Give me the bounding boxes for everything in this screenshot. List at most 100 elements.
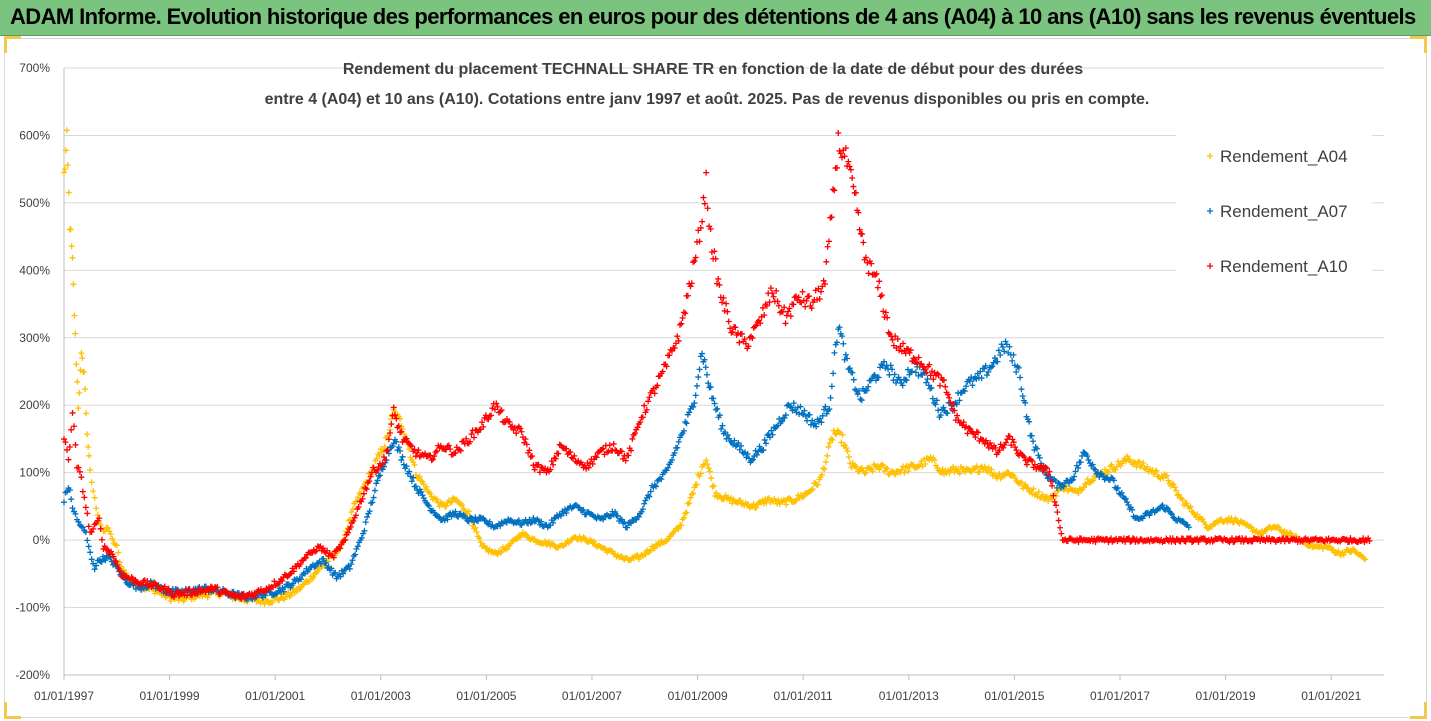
data-point-marker [727,495,734,502]
data-point-marker [403,435,410,442]
data-point-marker [646,394,653,401]
data-point-marker [1164,472,1170,479]
data-point-marker [849,174,856,181]
data-point-marker [850,376,857,383]
data-point-marker [580,534,587,541]
data-point-marker [892,471,899,478]
data-point-marker [786,403,793,410]
data-point-marker [1096,473,1103,480]
data-point-marker [1004,468,1011,475]
data-point-marker [1168,511,1175,518]
data-point-marker [282,584,289,591]
data-point-marker [269,599,276,606]
data-point-marker [1362,556,1369,563]
data-point-marker [498,407,505,414]
data-point-marker [702,364,709,371]
data-point-marker [1170,514,1177,521]
x-tick-label: 01/01/2017 [1090,689,1150,703]
data-point-marker [471,434,478,441]
data-point-marker [589,460,596,467]
data-point-marker [1209,538,1216,545]
data-point-marker [870,373,877,380]
data-point-marker [379,460,386,467]
data-point-marker [342,536,349,543]
data-point-marker [1009,436,1016,443]
data-point-marker [97,525,104,532]
data-point-marker [515,517,522,524]
data-point-marker [761,312,768,319]
data-point-marker [408,478,415,485]
data-point-marker [260,588,267,595]
data-point-marker [1030,485,1037,492]
data-point-marker [411,461,418,468]
data-point-marker [814,481,821,488]
data-point-marker [699,350,706,357]
data-point-marker [410,474,417,481]
data-point-marker [690,403,697,410]
data-point-marker [332,569,339,576]
data-point-marker [828,435,835,442]
data-point-marker [1207,153,1213,159]
data-point-marker [518,428,525,435]
data-point-marker [819,412,826,419]
data-point-marker [1187,503,1194,510]
data-point-marker [66,443,73,450]
data-point-marker [666,352,673,359]
data-point-marker [690,490,697,497]
data-point-marker [1022,399,1029,406]
data-point-marker [457,447,464,454]
data-point-marker [313,569,320,576]
data-point-marker [837,150,844,157]
data-point-marker [874,284,881,291]
data-point-marker [743,454,750,461]
data-point-marker [680,514,687,521]
data-point-marker [388,421,395,428]
data-point-marker [1303,542,1310,549]
data-point-marker [944,410,951,417]
chart-title-line-1: Rendement du placement TECHNALL SHARE TR… [343,61,1083,78]
data-point-marker [433,447,440,454]
data-point-marker [1035,465,1042,472]
data-point-marker [1202,521,1209,528]
data-point-marker [712,255,719,262]
data-point-marker [829,436,836,443]
data-point-marker [984,468,991,475]
data-point-marker [72,510,79,517]
data-point-marker [406,446,413,453]
data-point-marker [84,537,91,544]
data-point-marker [838,439,845,446]
data-point-marker [855,209,862,216]
data-point-marker [865,270,872,277]
data-point-marker [719,422,726,429]
data-point-marker [877,293,884,300]
data-point-marker [825,443,832,450]
data-point-marker [682,310,689,317]
data-point-marker [906,349,913,356]
data-point-marker [1072,487,1079,494]
data-point-marker [62,147,69,154]
data-point-marker [561,506,568,513]
data-point-marker [79,355,86,362]
frame-corner-marker [1410,702,1427,719]
data-point-marker [379,466,386,473]
data-point-marker [617,554,624,561]
data-point-marker [362,519,369,526]
data-point-marker [821,466,828,473]
data-point-marker [1034,445,1041,452]
data-point-marker [816,295,823,302]
data-point-marker [468,431,475,438]
legend: Rendement_A04 Rendement_A07 Rendement_A10 [1176,128,1372,294]
data-point-marker [951,407,958,414]
data-point-marker [347,523,354,530]
data-point-marker [348,561,355,568]
data-point-marker [373,455,380,462]
data-point-marker [441,517,448,524]
data-point-marker [935,371,942,378]
data-point-marker [290,580,297,587]
data-point-marker [61,166,68,173]
data-point-marker [406,468,413,475]
data-point-marker [1042,464,1049,471]
data-point-marker [845,453,852,460]
data-point-marker [831,187,838,194]
data-point-marker [881,358,888,365]
